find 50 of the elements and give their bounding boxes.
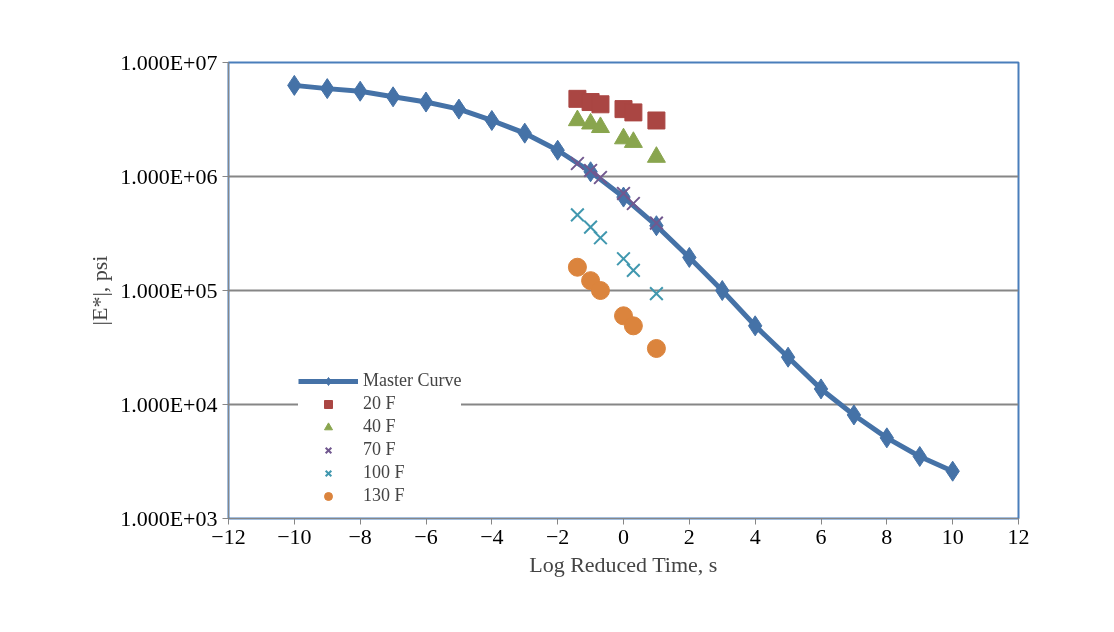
- x-tick-label: 6: [815, 523, 827, 549]
- y-tick-label: 1.000E+06: [120, 164, 218, 189]
- point: [590, 281, 610, 300]
- x-tick-label: −10: [277, 523, 312, 549]
- y-axis-title: |E*|, psi: [87, 255, 113, 326]
- point: [418, 91, 434, 113]
- legend-label: 100 F: [363, 462, 405, 483]
- point: [780, 346, 796, 368]
- x-tick-label: −6: [414, 523, 438, 549]
- point: [623, 316, 643, 336]
- x-tick-label: 8: [881, 523, 893, 549]
- point: [626, 196, 641, 211]
- point: [616, 251, 631, 267]
- point: [649, 286, 664, 301]
- legend-label: 130 F: [363, 485, 405, 506]
- point: [385, 86, 401, 108]
- point: [846, 404, 862, 426]
- point: [570, 207, 585, 223]
- x-tick-label: 10: [941, 523, 964, 549]
- legend-label: Master Curve: [363, 370, 462, 391]
- point: [451, 98, 467, 120]
- point: [583, 163, 598, 178]
- y-tick-label: 1.000E+07: [120, 50, 218, 75]
- x-tick-label: 4: [749, 523, 761, 549]
- point: [624, 103, 643, 122]
- x-tick-label: 0: [618, 523, 629, 549]
- x-tick-label: 12: [1007, 523, 1030, 549]
- point: [570, 156, 585, 171]
- x-tick-label: −4: [480, 523, 504, 549]
- x-tick-label: −8: [348, 523, 372, 549]
- legend-label: 40 F: [363, 416, 396, 437]
- point: [593, 170, 608, 185]
- point: [649, 215, 664, 231]
- legend-label: 70 F: [363, 439, 396, 460]
- y-tick-label: 1.000E+04: [120, 392, 218, 417]
- x-axis-title: Log Reduced Time, s: [529, 551, 718, 577]
- x-tick-label: −2: [545, 523, 570, 549]
- point: [593, 230, 608, 246]
- point: [616, 186, 631, 201]
- legend-label: 20 F: [363, 393, 396, 414]
- y-tick-label: 1.000E+05: [120, 278, 218, 303]
- point: [567, 257, 587, 277]
- point: [626, 263, 641, 278]
- point: [583, 219, 598, 235]
- point: [591, 95, 610, 114]
- point: [646, 339, 666, 358]
- point: [715, 280, 730, 301]
- x-tick-label: 2: [683, 523, 695, 549]
- point: [813, 378, 829, 400]
- point: [647, 111, 666, 130]
